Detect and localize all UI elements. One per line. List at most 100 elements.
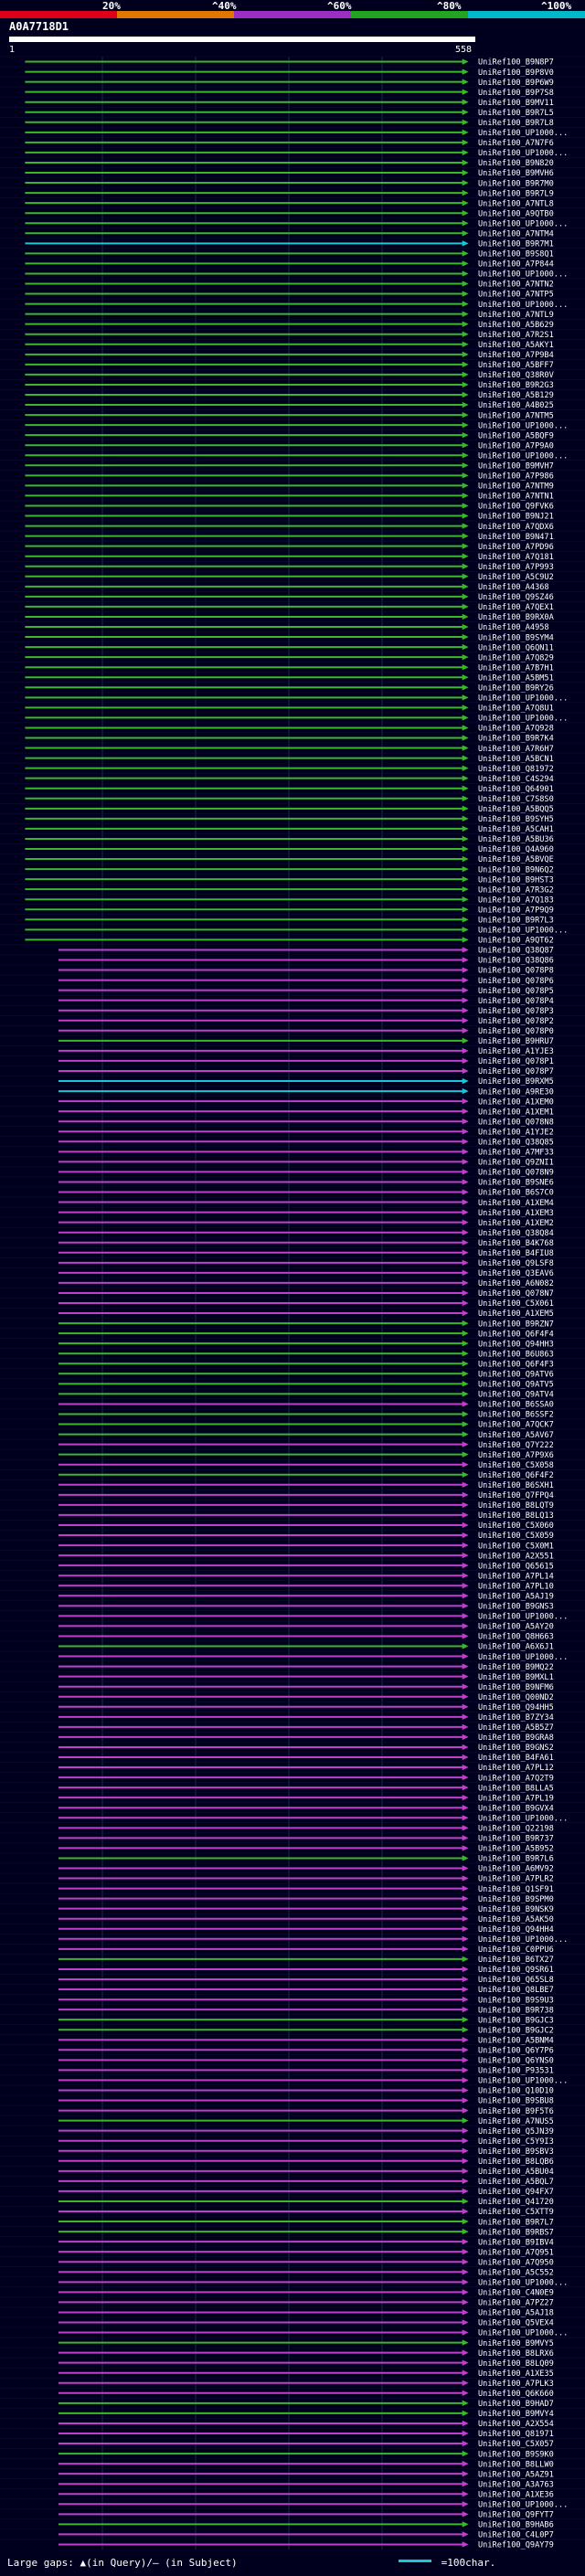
hit-label[interactable]: UniRef100_A4958 [478, 623, 549, 632]
hit-row[interactable]: UniRef100_A1XEM4 [0, 1196, 585, 1208]
hit-row[interactable]: UniRef100_B9R2G3 [0, 379, 585, 390]
hit-row[interactable]: UniRef100_C5X058 [0, 1458, 585, 1470]
hit-row[interactable]: UniRef100_UP1000... [0, 127, 585, 138]
hit-row[interactable]: UniRef100_UP1000... [0, 268, 585, 280]
hit-row[interactable]: UniRef100_B9P8V0 [0, 66, 585, 78]
hit-label[interactable]: UniRef100_A5BFF7 [478, 361, 554, 370]
hit-row[interactable]: UniRef100_Q65SL8 [0, 1974, 585, 1985]
hit-label[interactable]: UniRef100_Q94HH3 [478, 1340, 554, 1349]
hit-row[interactable]: UniRef100_Q9ATV4 [0, 1388, 585, 1400]
hit-label[interactable]: UniRef100_Q64901 [478, 785, 554, 794]
hit-label[interactable]: UniRef100_UP1000... [478, 1935, 568, 1945]
hit-label[interactable]: UniRef100_UP1000... [478, 2329, 568, 2338]
hit-label[interactable]: UniRef100_B9R7L9 [478, 189, 554, 198]
hit-row[interactable]: UniRef100_C4L0P7 [0, 2528, 585, 2540]
hit-label[interactable]: UniRef100_Q9LSF8 [478, 1259, 554, 1268]
hit-label[interactable]: UniRef100_Q078P4 [478, 997, 554, 1006]
hit-row[interactable]: UniRef100_C0PPU6 [0, 1944, 585, 1955]
hit-row[interactable]: UniRef100_A7Q2T9 [0, 1772, 585, 1784]
hit-row[interactable]: UniRef100_B9GNS3 [0, 1600, 585, 1612]
hit-row[interactable]: UniRef100_A7PL12 [0, 1762, 585, 1774]
hit-label[interactable]: UniRef100_A6MV92 [478, 1865, 554, 1874]
hit-row[interactable]: UniRef100_Q7Y222 [0, 1438, 585, 1450]
hit-row[interactable]: UniRef100_A4958 [0, 621, 585, 632]
hit-row[interactable]: UniRef100_C4S294 [0, 772, 585, 784]
hit-label[interactable]: UniRef100_Q65615 [478, 1562, 554, 1571]
hit-row[interactable]: UniRef100_A7R6H7 [0, 742, 585, 754]
hit-label[interactable]: UniRef100_A5BCN1 [478, 755, 554, 764]
hit-label[interactable]: UniRef100_Q5JN39 [478, 2127, 554, 2136]
hit-label[interactable]: UniRef100_A7QEX1 [478, 603, 554, 612]
hit-label[interactable]: UniRef100_B9GNS2 [478, 1744, 554, 1753]
hit-label[interactable]: UniRef100_A5BU04 [478, 2168, 554, 2177]
hit-row[interactable]: UniRef100_B9RY26 [0, 682, 585, 694]
hit-label[interactable]: UniRef100_A7P9X6 [478, 1451, 554, 1460]
hit-label[interactable]: UniRef100_A5AZ91 [478, 2470, 554, 2479]
hit-row[interactable]: UniRef100_A1XEM0 [0, 1096, 585, 1108]
hit-label[interactable]: UniRef100_Q38Q85 [478, 1138, 554, 1147]
hit-row[interactable]: UniRef100_B9IBV4 [0, 2236, 585, 2248]
hit-label[interactable]: UniRef100_B9S9K0 [478, 2450, 554, 2459]
hit-row[interactable]: UniRef100_Q38Q87 [0, 944, 585, 956]
hit-row[interactable]: UniRef100_UP1000... [0, 924, 585, 936]
hit-label[interactable]: UniRef100_B8LRX6 [478, 2349, 554, 2359]
hit-row[interactable]: UniRef100_A5AZ91 [0, 2468, 585, 2480]
hit-row[interactable]: UniRef100_Q9ATV5 [0, 1378, 585, 1390]
hit-label[interactable]: UniRef100_A7PZ27 [478, 2299, 554, 2308]
hit-label[interactable]: UniRef100_A7Q183 [478, 896, 554, 905]
hit-label[interactable]: UniRef100_B9RXM5 [478, 1077, 554, 1087]
hit-row[interactable]: UniRef100_B9SBU8 [0, 2094, 585, 2106]
hit-row[interactable]: UniRef100_A1XEM2 [0, 1216, 585, 1228]
hit-label[interactable]: UniRef100_B9IBV4 [478, 2238, 554, 2247]
hit-row[interactable]: UniRef100_C7S8S0 [0, 793, 585, 804]
hit-label[interactable]: UniRef100_Q7FPQ4 [478, 1491, 554, 1500]
hit-label[interactable]: UniRef100_UP1000... [478, 451, 568, 461]
hit-row[interactable]: UniRef100_Q00ND2 [0, 1691, 585, 1702]
hit-label[interactable]: UniRef100_A5AV67 [478, 1431, 554, 1440]
hit-label[interactable]: UniRef100_A1XEM2 [478, 1219, 554, 1228]
hit-label[interactable]: UniRef100_B9RBS7 [478, 2228, 554, 2237]
hit-row[interactable]: UniRef100_A9QTB0 [0, 207, 585, 219]
hit-label[interactable]: UniRef100_B9NJ21 [478, 513, 554, 522]
hit-row[interactable]: UniRef100_C5X0M1 [0, 1540, 585, 1552]
hit-label[interactable]: UniRef100_A5CAH1 [478, 825, 554, 834]
hit-label[interactable]: UniRef100_A5AY20 [478, 1623, 554, 1632]
hit-row[interactable]: UniRef100_B9RXM5 [0, 1076, 585, 1087]
hit-row[interactable]: UniRef100_Q078P6 [0, 974, 585, 986]
hit-row[interactable]: UniRef100_A7Q928 [0, 722, 585, 734]
hit-label[interactable]: UniRef100_A7NTN2 [478, 281, 554, 290]
hit-row[interactable]: UniRef100_B9NFM6 [0, 1680, 585, 1692]
hit-label[interactable]: UniRef100_B9R7L5 [478, 109, 554, 118]
hit-label[interactable]: UniRef100_B9HAB6 [478, 2521, 554, 2530]
hit-label[interactable]: UniRef100_A2X551 [478, 1552, 554, 1561]
hit-row[interactable]: UniRef100_A7P9A0 [0, 440, 585, 451]
hit-label[interactable]: UniRef100_A7PL19 [478, 1794, 554, 1803]
hit-row[interactable]: UniRef100_A5BQL7 [0, 2176, 585, 2187]
hit-row[interactable]: UniRef100_A7P9X6 [0, 1448, 585, 1460]
hit-row[interactable]: UniRef100_B8LLW0 [0, 2458, 585, 2470]
hit-row[interactable]: UniRef100_A1XEM5 [0, 1308, 585, 1320]
hit-row[interactable]: UniRef100_A5BU04 [0, 2166, 585, 2177]
hit-row[interactable]: UniRef100_B9SPM0 [0, 1892, 585, 1904]
hit-label[interactable]: UniRef100_A7P9B4 [478, 351, 554, 360]
hit-row[interactable]: UniRef100_C5X060 [0, 1520, 585, 1531]
hit-row[interactable]: UniRef100_A7P986 [0, 470, 585, 482]
hit-label[interactable]: UniRef100_C5Y9I3 [478, 2137, 554, 2147]
hit-label[interactable]: UniRef100_B9N6Q2 [478, 865, 554, 875]
hit-row[interactable]: UniRef100_Q6F4F3 [0, 1358, 585, 1370]
hit-row[interactable]: UniRef100_B9S8Q1 [0, 248, 585, 260]
hit-row[interactable]: UniRef100_B9GVX4 [0, 1802, 585, 1814]
hit-row[interactable]: UniRef100_A6X6J1 [0, 1640, 585, 1652]
hit-label[interactable]: UniRef100_Q7Y222 [478, 1441, 554, 1450]
hit-label[interactable]: UniRef100_B4FIU8 [478, 1249, 554, 1258]
hit-label[interactable]: UniRef100_Q41720 [478, 2198, 554, 2207]
hit-row[interactable]: UniRef100_Q6YNS0 [0, 2054, 585, 2066]
hit-row[interactable]: UniRef100_A1XEM1 [0, 1106, 585, 1118]
hit-label[interactable]: UniRef100_A7P9A0 [478, 441, 554, 451]
hit-label[interactable]: UniRef100_Q9ATV6 [478, 1371, 554, 1380]
hit-label[interactable]: UniRef100_A1XEM0 [478, 1097, 554, 1107]
hit-row[interactable]: UniRef100_A7NTN1 [0, 490, 585, 502]
hit-label[interactable]: UniRef100_A5B629 [478, 321, 554, 330]
hit-label[interactable]: UniRef100_Q9ATV5 [478, 1381, 554, 1390]
hit-label[interactable]: UniRef100_A7R2S1 [478, 331, 554, 340]
